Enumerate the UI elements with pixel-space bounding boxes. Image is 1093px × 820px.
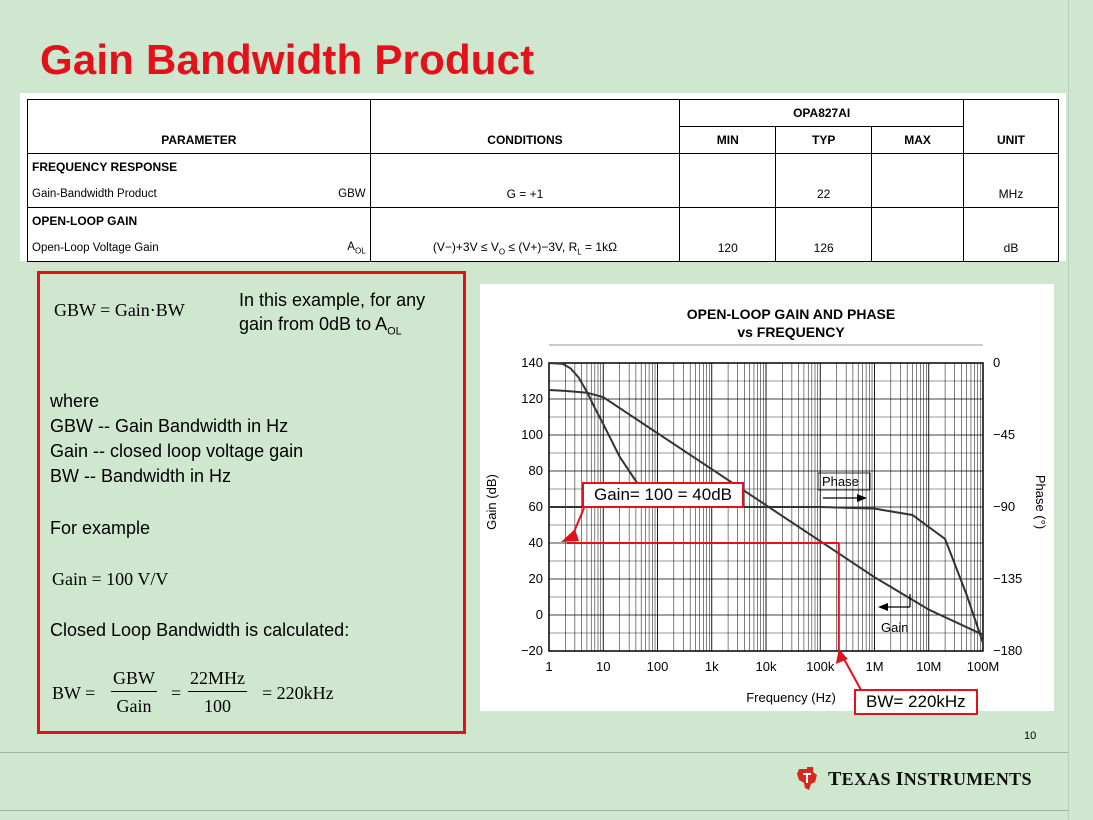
x-tick-label: 1M [865, 659, 883, 674]
where-label: where [50, 391, 100, 411]
x-tick-label: 10 [596, 659, 610, 674]
y-tick-label: −20 [521, 643, 543, 658]
gain-arrowhead [878, 603, 888, 611]
chart-annotations: Phase Gain [561, 472, 911, 691]
phase-label: Phase [822, 474, 859, 489]
gain-callout-arrowhead [561, 529, 579, 542]
x-tick-label: 100M [967, 659, 1000, 674]
def-bw: BW -- Bandwidth in Hz [50, 466, 232, 486]
bw-result: = 220kHz [262, 683, 334, 703]
y2-tick-label: −180 [993, 643, 1022, 658]
chart-ticks: 1 10 100 1k 10k 100k 1M 10M 100M 140 120 100 80 60 40 2… [521, 355, 1022, 674]
x-tick-label: 10M [916, 659, 941, 674]
header-parameter: PARAMETER [27, 126, 371, 154]
header-conditions: CONDITIONS [369, 126, 681, 154]
row-conditions: G = +1 [369, 180, 681, 208]
chart-series [548, 362, 984, 644]
y2-tick-label: −90 [993, 499, 1015, 514]
phase-arrowhead [857, 494, 867, 502]
header-unit: UNIT [963, 126, 1059, 154]
for-example: For example [50, 518, 151, 538]
row-min [679, 180, 777, 208]
brand-name: TEXAS INSTRUMENTS [828, 767, 1032, 790]
y-tick-label: 0 [536, 607, 543, 622]
footer-bar [0, 753, 1068, 811]
gain-callout: Gain= 100 = 40dB [582, 482, 745, 508]
gain-example: Gain = 100 V/V [52, 569, 169, 589]
y-tick-label: 120 [521, 391, 543, 406]
row-symbol: GBW [277, 180, 371, 208]
def-gbw: GBW -- Gain Bandwidth in Hz [50, 416, 289, 436]
row-unit: dB [963, 234, 1059, 262]
header-typ: TYP [775, 126, 873, 154]
formula-box: GBW = Gain·BW In this example, for any g… [37, 271, 466, 734]
spec-table: OPA827AI PARAMETER CONDITIONS MIN TYP MA… [27, 99, 1059, 262]
x-tick-label: 1k [705, 659, 719, 674]
y-tick-label: 40 [529, 535, 543, 550]
x-tick-label: 1 [545, 659, 552, 674]
gain-label: Gain [881, 620, 908, 635]
series-line-3 [549, 506, 984, 644]
row-parameter: Gain-Bandwidth Product [27, 180, 278, 208]
phase-label-box [817, 472, 871, 491]
group-open-loop-gain: OPEN-LOOP GAIN [27, 207, 371, 235]
def-gain: Gain -- closed loop voltage gain [50, 441, 304, 461]
y-tick-label: 80 [529, 463, 543, 478]
y-tick-label: 140 [521, 355, 543, 370]
row-unit: MHz [963, 180, 1059, 208]
chart-title: OPEN-LOOP GAIN AND PHASE [687, 306, 895, 322]
closed-loop-label: Closed Loop Bandwidth is calculated: [50, 620, 350, 640]
footer-divider [0, 752, 1068, 753]
ti-state-icon [797, 767, 817, 790]
row-conditions: (V−)+3V ≤ VO ≤ (V+)−3V, RL = 1kΩ [369, 234, 681, 262]
series-line-2 [548, 362, 643, 490]
x-tick-label: 100k [806, 659, 835, 674]
bw-lhs: BW = [52, 683, 96, 703]
row-max [871, 180, 965, 208]
spec-table-panel: OPA827AI PARAMETER CONDITIONS MIN TYP MA… [20, 93, 1066, 262]
table-row: Gain-Bandwidth Product GBW G = +1 22 MHz [27, 180, 1059, 208]
y2-tick-label: 0 [993, 355, 1000, 370]
note-line1: In this example, for any [239, 290, 426, 310]
row-max [871, 234, 965, 262]
y-axis-label: Gain (dB) [484, 474, 499, 530]
x-tick-label: 100 [647, 659, 669, 674]
bw-callout: BW= 220kHz [854, 689, 978, 715]
y2-axis-label: Phase (°) [1033, 475, 1048, 529]
chart-subtitle: vs FREQUENCY [737, 324, 845, 340]
y2-tick-label: −45 [993, 427, 1015, 442]
x-tick-label: 10k [756, 659, 777, 674]
equals-sign: = [171, 683, 182, 703]
slide-title: Gain Bandwidth Product [40, 36, 535, 83]
y-tick-label: 60 [529, 499, 543, 514]
fraction-gbw-gain: GBW Gain [111, 668, 157, 716]
note-line2: gain from 0dB to AOL [239, 314, 402, 338]
part-header: OPA827AI [679, 99, 965, 127]
slide-edge [1068, 0, 1093, 820]
bw-callout-arrow [840, 654, 862, 691]
header-min: MIN [679, 126, 777, 154]
gbw-formula: GBW = Gain·BW [54, 300, 185, 320]
group-frequency-response: FREQUENCY RESPONSE [27, 153, 371, 181]
page-number: 10 [1024, 730, 1037, 742]
row-typ: 22 [775, 180, 873, 208]
row-symbol: AOL [277, 234, 371, 262]
header-max: MAX [871, 126, 965, 154]
table-row: Open-Loop Voltage Gain AOL (V−)+3V ≤ VO … [27, 234, 1059, 262]
y-tick-label: 20 [529, 571, 543, 586]
row-min: 120 [679, 234, 777, 262]
fraction-22mhz-100: 22MHz 100 [188, 668, 247, 716]
series-line-1 [548, 389, 984, 636]
row-typ: 126 [775, 234, 873, 262]
ti-logo: TEXAS INSTRUMENTS [794, 766, 1032, 792]
bw-callout-arrowhead [835, 649, 848, 664]
x-axis-label: Frequency (Hz) [746, 690, 836, 705]
y2-tick-label: −135 [993, 571, 1022, 586]
row-parameter: Open-Loop Voltage Gain [27, 234, 278, 262]
y-tick-label: 100 [521, 427, 543, 442]
